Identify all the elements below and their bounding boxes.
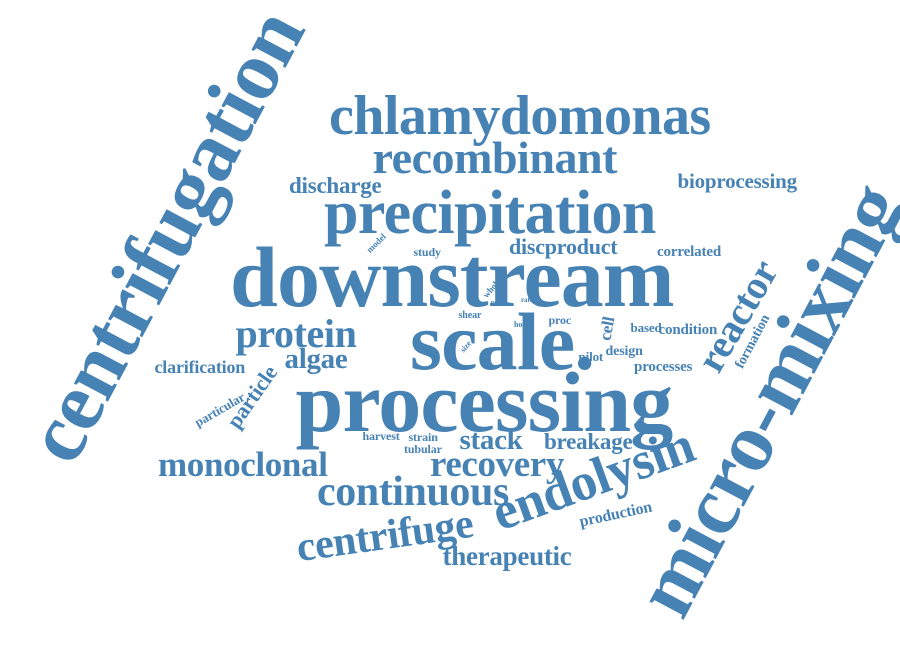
word-cell: cell (595, 314, 619, 342)
word-algae: algae (284, 342, 348, 375)
word-processes: processes (634, 358, 693, 375)
word-condition: condition (658, 321, 718, 338)
word-host: host (514, 320, 528, 329)
word-proc: proc (548, 313, 572, 327)
word-monoclonal: monoclonal (158, 444, 328, 484)
word-correlated: correlated (657, 243, 722, 260)
word-processing: processing (295, 354, 674, 450)
word-chlamydomonas: chlamydomonas (329, 85, 711, 147)
word-protein: protein (235, 311, 357, 356)
word-precipitation: precipitation (324, 179, 656, 247)
word-stack: stack (459, 423, 523, 456)
word-rate: rate (521, 295, 533, 304)
word-pilot: pilot (578, 348, 604, 364)
word-therapeutic: therapeutic (442, 540, 572, 571)
word-based: based (630, 319, 662, 335)
word-discharge: discharge (289, 172, 382, 198)
word-recombinant: recombinant (372, 132, 618, 183)
word-harvest: harvest (362, 429, 400, 443)
word-continuous: continuous (317, 469, 509, 515)
word-study: study (413, 245, 442, 259)
word-strain: strain (408, 430, 438, 444)
word-breakage: breakage (544, 428, 633, 454)
word-recovery: recovery (430, 443, 564, 485)
word-bioprocessing: bioprocessing (677, 168, 798, 193)
word-shear: shear (458, 310, 482, 321)
word-tubular: tubular (404, 442, 442, 456)
word-design: design (605, 344, 643, 359)
word-clarification: clarification (154, 357, 246, 377)
word-final: final (490, 299, 504, 308)
word-downstream: downstream (230, 229, 675, 325)
word-scale: scale. (410, 296, 595, 387)
word-discproduct: discproduct (509, 234, 618, 259)
